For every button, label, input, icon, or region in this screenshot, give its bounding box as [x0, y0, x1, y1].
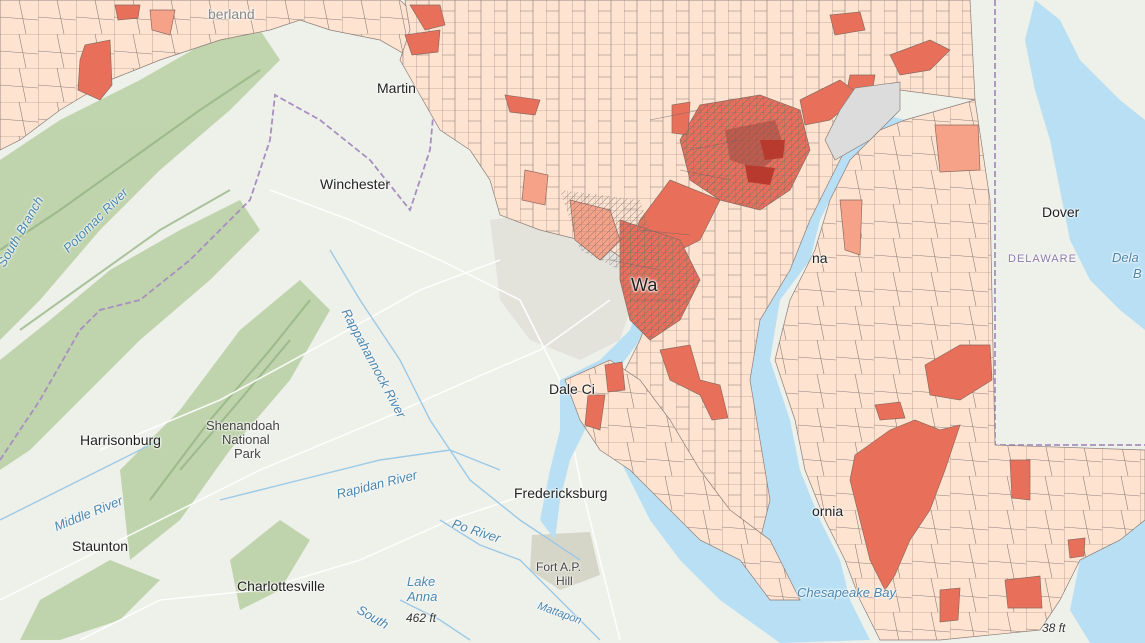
- tract-high: [77, 39, 113, 101]
- tract-high: [939, 587, 961, 623]
- city-label-staunton: Staunton: [72, 538, 129, 554]
- city-label-annapolis: na: [812, 250, 828, 266]
- tract-no-data: [824, 81, 901, 161]
- tract-high: [149, 9, 176, 36]
- city-label-winchester: Winchester: [320, 176, 391, 192]
- tract-high: [839, 199, 863, 256]
- tract-high: [504, 94, 541, 116]
- water-label-delaware-bay-1: Dela: [1112, 250, 1139, 265]
- tract-high: [604, 361, 626, 393]
- fort-ap-hill-area: [530, 532, 600, 590]
- park-label-shenandoah-3: Park: [234, 446, 261, 461]
- mountain-ridgelines: [0, 69, 311, 501]
- tract-grid-western-md: [0, 0, 420, 150]
- city-label-dover: Dover: [1042, 204, 1080, 220]
- park-label-fort-ap-hill-1: Fort A.P.: [536, 560, 582, 574]
- tract-high: [659, 344, 729, 421]
- tract-high: [874, 401, 906, 421]
- city-label-california: ornia: [812, 503, 844, 519]
- water-label-chesapeake-bay: Chesapeake Bay: [797, 585, 897, 600]
- tract-grid-southern-md: [565, 360, 800, 600]
- tract-borders-urban: [609, 109, 741, 301]
- water-label-lake-anna-1: Lake: [407, 574, 436, 589]
- tract-high: [521, 169, 549, 206]
- tract-high: [114, 4, 141, 21]
- mountain-terrain: [0, 30, 330, 640]
- roads: [0, 189, 621, 641]
- water-label-delaware-bay-2: B: [1133, 266, 1142, 281]
- tract-high: [1009, 459, 1031, 501]
- park-label-shenandoah-2: National: [222, 432, 270, 447]
- tract-high: [924, 344, 993, 401]
- rivers: [0, 249, 601, 641]
- tract-high: [829, 11, 866, 36]
- tract-high: [934, 124, 981, 173]
- park-label-shenandoah-1: Shenandoah: [206, 418, 280, 433]
- tract-high: [404, 29, 441, 56]
- city-label-fredericksburg: Fredericksburg: [514, 485, 608, 501]
- tract-high: [1067, 537, 1086, 559]
- tract-high: [1004, 575, 1043, 609]
- elevation-label-corner: 38 ft: [1042, 621, 1066, 635]
- city-label-washington: Wa: [631, 275, 658, 295]
- city-label-cumberland: berland: [208, 6, 255, 22]
- city-label-martinsburg: Martin: [377, 80, 416, 96]
- city-label-harrisonburg: Harrisonburg: [80, 432, 161, 448]
- tract-high: [889, 39, 951, 76]
- tract-high: [849, 419, 961, 591]
- water-label-lake-anna-2: Anna: [407, 589, 438, 604]
- park-label-fort-ap-hill-2: Hill: [556, 574, 573, 588]
- city-label-charlottesville: Charlottesville: [237, 578, 325, 594]
- city-label-dale-city: Dale Ci: [549, 381, 595, 397]
- elevation-label-lake-anna: 462 ft: [406, 611, 437, 625]
- tract-high: [409, 4, 446, 31]
- dense-urban-tracts: [560, 95, 810, 340]
- tract-high: [584, 394, 606, 431]
- state-label-delaware: DELAWARE: [1008, 253, 1077, 265]
